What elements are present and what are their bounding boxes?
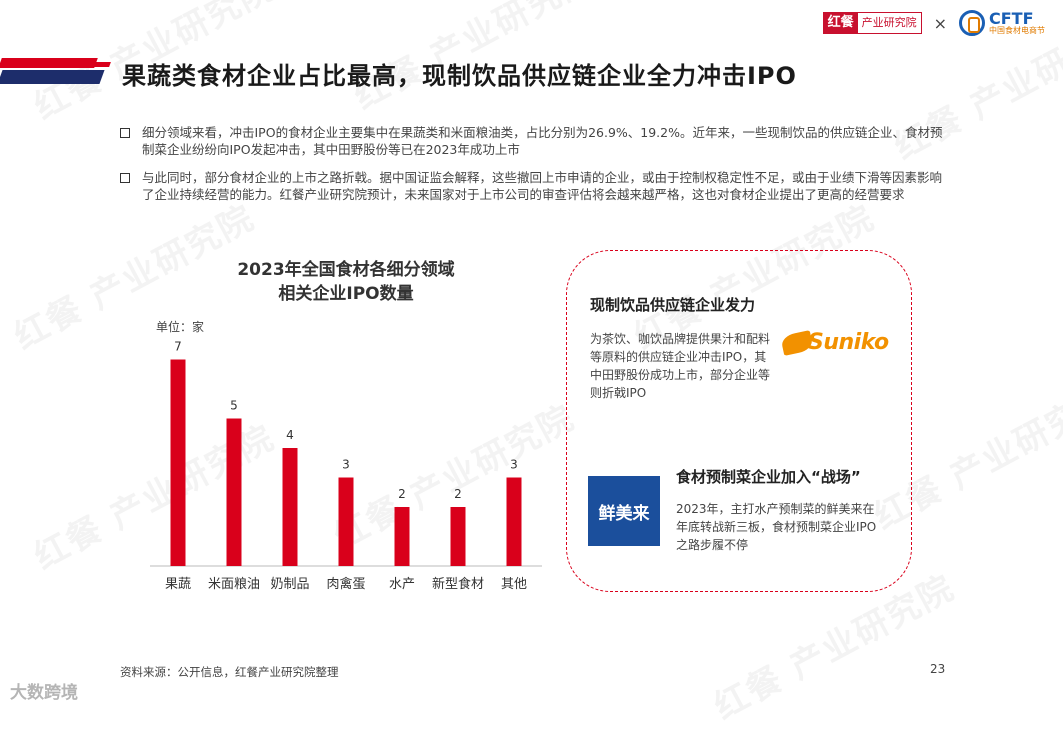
- info-panel: [566, 250, 912, 592]
- bar-0: [170, 359, 186, 566]
- bar-2: [282, 448, 298, 566]
- x-tick-label-6: 其他: [501, 577, 527, 592]
- data-label-1: 5: [230, 399, 238, 413]
- bar-1: [226, 418, 242, 566]
- bar-chart: 7 果蔬 5 米面粮油 4 奶制品 3 肉禽蛋 2 水产 2 新型食材 3 其他: [150, 340, 542, 592]
- data-label-6: 3: [510, 458, 518, 472]
- x-tick-label-0: 果蔬: [165, 577, 191, 592]
- source-note: 资料来源：公开信息，红餐产业研究院整理: [120, 665, 339, 679]
- x-tick-label-3: 肉禽蛋: [326, 576, 365, 592]
- bar-4: [394, 507, 410, 566]
- chart-unit-label: 单位：家: [156, 320, 205, 334]
- data-label-4: 2: [398, 487, 406, 501]
- data-label-5: 2: [454, 487, 462, 501]
- x-tick-label-5: 新型食材: [432, 576, 484, 592]
- panel-text-prepared: 2023年，主打水产预制菜的鲜美来在年底转战新三板，食材预制菜企业IPO之路步履…: [676, 502, 877, 552]
- bottom-watermark: 大数跨境: [10, 683, 78, 703]
- panel-heading-drinks: 现制饮品供应链企业发力: [590, 296, 756, 314]
- x-tick-label-1: 米面粮油: [208, 577, 260, 592]
- panel-text-drinks: 为茶饮、咖饮品牌提供果汁和配料等原料的供应链企业冲击IPO，其中田野股份成功上市…: [590, 332, 771, 400]
- panel-heading-prepared: 食材预制菜企业加入“战场”: [676, 468, 861, 486]
- x-tick-label-4: 水产: [389, 577, 415, 592]
- bullet-square-icon: [120, 128, 130, 138]
- times-icon: ×: [933, 13, 947, 33]
- page-title: 果蔬类食材企业占比最高，现制饮品供应链企业全力冲击IPO: [122, 62, 797, 90]
- bullet-item: 细分领域来看，冲击IPO的食材企业主要集中在果蔬类和米面粮油类，占比分别为26.…: [120, 124, 950, 158]
- bar-3: [338, 477, 354, 566]
- cftf-mark-icon: [959, 10, 985, 36]
- bar-5: [450, 507, 466, 566]
- bar-6: [506, 477, 522, 566]
- bullet-square-icon: [120, 173, 130, 183]
- xianmeilai-logo: 鲜美来: [588, 476, 660, 546]
- data-label-3: 3: [342, 458, 350, 472]
- bullet-item: 与此同时，部分食材企业的上市之路折戟。据中国证监会解释，这些撤回上市申请的企业，…: [120, 169, 950, 203]
- chart-title: 2023年全国食材各细分领域 相关企业IPO数量: [237, 260, 455, 304]
- data-label-2: 4: [286, 428, 294, 442]
- title-accent-bar: [0, 58, 111, 84]
- page-number: 23: [930, 662, 946, 676]
- hongcan-logo: 红餐 产业研究院: [822, 12, 922, 34]
- data-label-0: 7: [174, 340, 182, 354]
- bullet-list: 细分领域来看，冲击IPO的食材企业主要集中在果蔬类和米面粮油类，占比分别为26.…: [120, 124, 950, 214]
- x-tick-label-2: 奶制品: [270, 577, 309, 592]
- cftf-logo: CFTF 中国食材电商节: [959, 10, 1045, 36]
- suniko-logo: Suniko: [780, 329, 889, 356]
- header-logos: 红餐 产业研究院 × CFTF 中国食材电商节: [822, 10, 1045, 36]
